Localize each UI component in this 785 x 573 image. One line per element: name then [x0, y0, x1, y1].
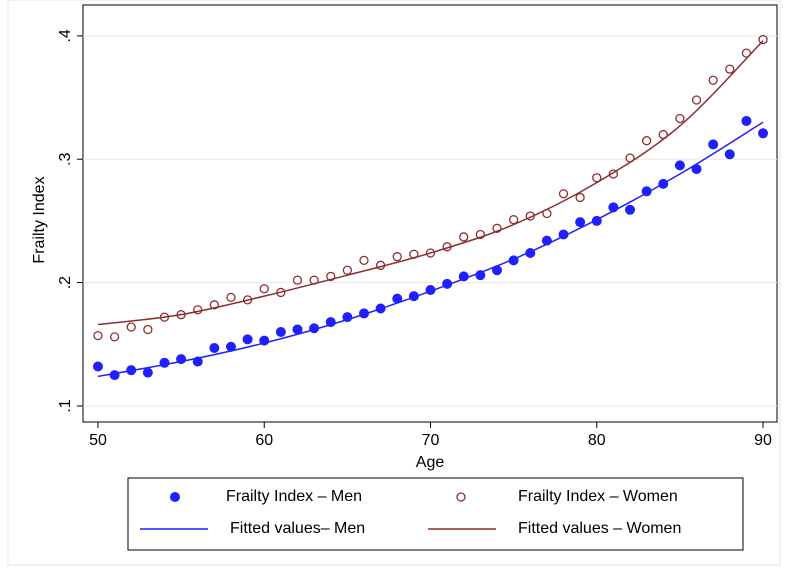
marker — [674, 160, 685, 171]
marker — [209, 300, 220, 310]
marker — [575, 192, 585, 203]
marker — [459, 232, 469, 242]
marker — [741, 48, 752, 58]
marker — [142, 367, 153, 378]
marker — [109, 370, 120, 381]
marker — [725, 64, 735, 74]
marker — [275, 326, 286, 337]
marker — [724, 149, 735, 160]
y-tick-label: .4 — [57, 29, 74, 42]
marker — [292, 324, 303, 335]
marker — [342, 265, 353, 275]
legend-label: Frailty Index – Men — [226, 488, 362, 505]
fitted-line — [97, 121, 764, 378]
marker — [193, 305, 203, 315]
legend-label: Fitted values– Men — [230, 520, 365, 537]
marker — [326, 271, 336, 282]
x-tick-label: 80 — [588, 432, 606, 449]
x-axis-label: Age — [416, 454, 445, 471]
marker — [93, 330, 103, 341]
marker — [508, 215, 519, 225]
marker — [625, 204, 636, 215]
marker — [292, 275, 303, 285]
marker — [259, 284, 269, 294]
marker — [691, 95, 702, 105]
marker — [758, 128, 769, 139]
marker — [226, 292, 236, 303]
marker — [392, 293, 403, 304]
marker — [641, 136, 652, 146]
marker — [458, 271, 469, 282]
legend-key — [456, 492, 466, 502]
marker — [575, 217, 586, 228]
marker — [242, 334, 253, 345]
marker — [143, 324, 153, 335]
marker — [691, 164, 702, 175]
marker — [225, 341, 236, 352]
legend-label: Fitted values – Women — [518, 520, 681, 537]
legend-key — [170, 492, 180, 502]
marker — [708, 75, 718, 85]
marker — [126, 322, 136, 332]
y-axis-label: Frailty Index — [31, 176, 48, 263]
fitted-line — [97, 40, 764, 326]
marker — [359, 255, 369, 266]
legend-label: Frailty Index – Women — [518, 488, 678, 505]
marker — [475, 229, 486, 240]
marker — [608, 169, 619, 179]
marker — [741, 115, 752, 126]
marker — [708, 139, 719, 150]
marker — [592, 173, 602, 183]
marker — [209, 342, 220, 353]
marker — [758, 34, 768, 45]
plot-area — [82, 4, 778, 423]
x-tick-label: 90 — [754, 432, 772, 449]
y-tick-label: .1 — [57, 399, 74, 412]
y-tick-label: .3 — [57, 152, 74, 165]
marker — [358, 308, 369, 319]
marker — [475, 270, 486, 281]
marker — [109, 332, 120, 342]
marker — [675, 113, 685, 124]
marker — [159, 357, 170, 368]
x-tick-label: 70 — [422, 432, 440, 449]
legend — [127, 477, 744, 551]
x-tick-label: 50 — [89, 432, 107, 449]
marker — [392, 252, 402, 262]
marker — [92, 361, 103, 372]
y-tick-label: .2 — [57, 276, 74, 289]
marker — [558, 189, 569, 199]
marker — [492, 223, 502, 233]
x-tick-label: 60 — [255, 432, 273, 449]
marker — [425, 248, 436, 258]
